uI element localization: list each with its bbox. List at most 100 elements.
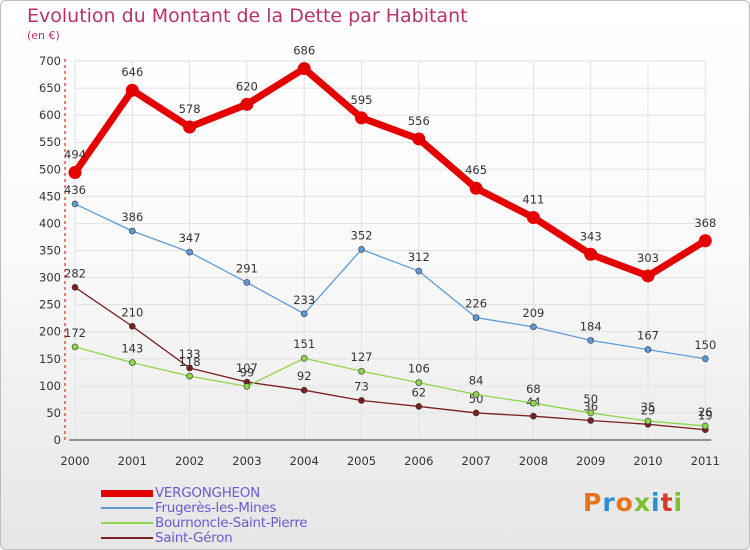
data-point: [297, 62, 311, 76]
data-label: 620: [236, 79, 258, 93]
x-tick-label: 2011: [691, 454, 720, 468]
data-point: [243, 383, 251, 390]
logo-letter: o: [615, 488, 634, 517]
data-point: [300, 310, 308, 318]
data-label: 578: [179, 102, 201, 116]
data-point: [587, 409, 595, 417]
x-tick-label: 2005: [347, 454, 376, 468]
data-point: [300, 386, 308, 394]
legend-swatch: [101, 489, 153, 497]
y-tick-label: 500: [39, 162, 61, 176]
data-point: [701, 422, 709, 430]
y-tick-label: 600: [39, 108, 61, 122]
data-point: [469, 181, 483, 195]
data-label: 226: [465, 297, 487, 311]
y-tick-label: 300: [39, 271, 61, 285]
data-point: [68, 166, 82, 180]
logo-letter: r: [602, 488, 616, 517]
data-label: 411: [522, 192, 544, 206]
data-point: [644, 346, 652, 353]
data-point: [698, 234, 712, 248]
chart-unit: (en €): [27, 29, 60, 42]
data-point: [701, 355, 709, 363]
x-tick-label: 2000: [60, 454, 89, 468]
data-point: [129, 359, 136, 366]
data-label: 62: [411, 385, 426, 399]
data-point: [584, 247, 598, 261]
logo-letter: P: [583, 488, 603, 517]
logo-letter: i: [673, 488, 684, 517]
data-label: 99: [240, 365, 255, 379]
data-point: [412, 132, 426, 146]
data-point: [472, 409, 480, 417]
data-point: [240, 97, 254, 111]
y-tick-label: 450: [39, 189, 61, 203]
data-point: [415, 403, 423, 410]
data-label: 73: [354, 379, 369, 393]
data-point: [530, 323, 537, 331]
data-label: 386: [121, 210, 143, 224]
x-tick-label: 2008: [519, 454, 548, 468]
data-label: 118: [179, 355, 201, 369]
y-tick-label: 200: [39, 325, 61, 339]
data-label: 646: [121, 65, 143, 79]
data-point: [641, 269, 655, 283]
legend-label: Bournoncle-Saint-Pierre: [155, 515, 308, 531]
data-label: 209: [522, 306, 544, 320]
data-point: [71, 284, 79, 291]
data-label: 291: [236, 261, 258, 275]
data-label: 172: [64, 326, 86, 340]
y-tick-label: 350: [39, 244, 61, 258]
data-point: [472, 391, 480, 398]
data-point: [644, 417, 652, 425]
data-label: 68: [526, 382, 541, 396]
data-point: [183, 120, 197, 134]
data-label: 556: [408, 114, 430, 128]
data-point: [530, 399, 537, 407]
data-point: [587, 417, 595, 424]
legend-swatch: [101, 537, 153, 539]
data-label: 303: [637, 251, 659, 265]
data-label: 92: [297, 369, 312, 383]
data-point: [71, 200, 79, 208]
data-label: 282: [64, 266, 86, 280]
series-line: [74, 203, 706, 360]
data-point: [587, 337, 595, 344]
x-tick-label: 2001: [118, 454, 147, 468]
y-tick-label: 700: [39, 54, 61, 68]
data-point: [243, 279, 251, 286]
data-label: 494: [64, 148, 86, 162]
data-point: [530, 412, 537, 420]
data-label: 127: [351, 350, 373, 364]
data-label: 312: [408, 250, 430, 264]
y-tick-label: 550: [39, 135, 61, 149]
data-point: [300, 354, 308, 362]
data-label: 106: [408, 362, 430, 376]
series-line: [71, 65, 709, 280]
data-label: 595: [351, 93, 373, 107]
data-label: 133: [179, 347, 201, 361]
data-label: 167: [637, 329, 659, 343]
data-label: 50: [583, 392, 598, 406]
data-label: 347: [179, 231, 201, 245]
data-point: [358, 397, 365, 404]
data-point: [358, 246, 365, 253]
data-point: [526, 210, 540, 224]
data-label: 19: [698, 409, 713, 423]
data-label: 343: [580, 229, 602, 243]
data-point: [129, 227, 136, 235]
data-label: 150: [694, 338, 716, 352]
x-tick-label: 2006: [404, 454, 433, 468]
x-tick-label: 2010: [633, 454, 662, 468]
data-label: 436: [64, 183, 86, 197]
proxiti-logo: Proxiti: [583, 488, 683, 517]
data-point: [129, 322, 136, 330]
data-label: 26: [698, 405, 713, 419]
x-tick-label: 2004: [290, 454, 319, 468]
logo-letter: i: [651, 488, 661, 517]
data-label: 29: [641, 403, 656, 417]
data-label: 368: [694, 216, 716, 230]
data-point: [186, 248, 193, 256]
chart-title: Evolution du Montant de la Dette par Hab…: [27, 5, 468, 27]
